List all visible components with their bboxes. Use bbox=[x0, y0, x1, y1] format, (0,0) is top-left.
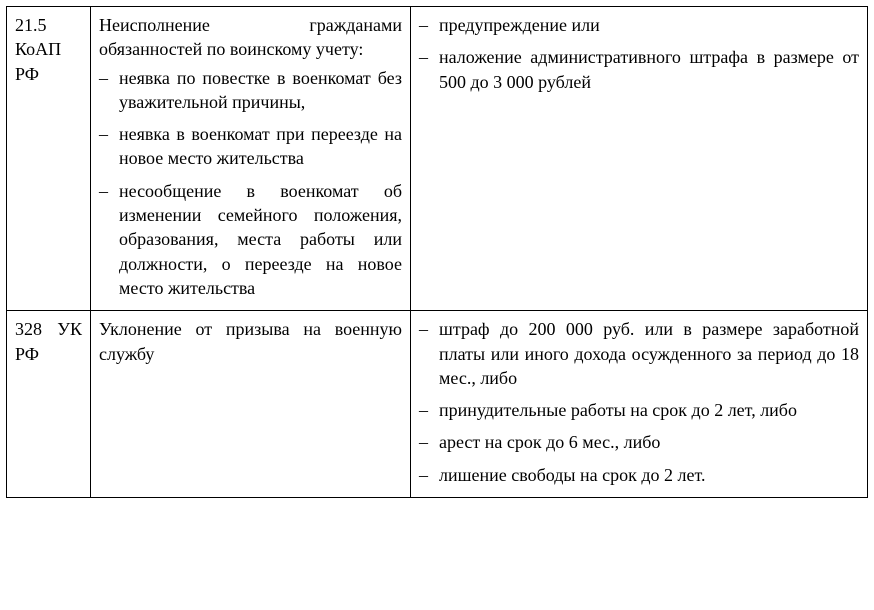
table-row: 21.5 КоАП РФ Неисполнение гражданами обя… bbox=[7, 7, 868, 311]
list-item: принудительные работы на срок до 2 лет, … bbox=[419, 398, 859, 422]
legal-table: 21.5 КоАП РФ Неисполнение гражданами обя… bbox=[6, 6, 868, 498]
sanction-list: предупреждение или наложение администрат… bbox=[419, 13, 859, 94]
code-cell: 21.5 КоАП РФ bbox=[7, 7, 91, 311]
code-cell: 328 УК РФ bbox=[7, 311, 91, 498]
violation-list: неявка по повестке в военкомат без уважи… bbox=[99, 66, 402, 301]
violation-cell: Неисполнение гражданами обязанностей по … bbox=[91, 7, 411, 311]
list-item: лишение свободы на срок до 2 лет. bbox=[419, 463, 859, 487]
table-row: 328 УК РФ Уклонение от призыва на военну… bbox=[7, 311, 868, 498]
violation-cell: Уклонение от призыва на военную службу bbox=[91, 311, 411, 498]
violation-title: Уклонение от призыва на военную службу bbox=[99, 317, 402, 366]
list-item: арест на срок до 6 мес., либо bbox=[419, 430, 859, 454]
article-code: 21.5 КоАП РФ bbox=[15, 13, 82, 86]
list-item: несообщение в военкомат об изменении сем… bbox=[99, 179, 402, 300]
violation-title: Неисполнение гражданами обязанностей по … bbox=[99, 13, 402, 62]
list-item: предупреждение или bbox=[419, 13, 859, 37]
list-item: наложение административного штрафа в раз… bbox=[419, 45, 859, 94]
sanction-list: штраф до 200 000 руб. или в размере зара… bbox=[419, 317, 859, 487]
list-item: неявка в военкомат при переезде на новое… bbox=[99, 122, 402, 171]
sanction-cell: предупреждение или наложение администрат… bbox=[411, 7, 868, 311]
list-item: штраф до 200 000 руб. или в размере зара… bbox=[419, 317, 859, 390]
article-code: 328 УК РФ bbox=[15, 317, 82, 366]
sanction-cell: штраф до 200 000 руб. или в размере зара… bbox=[411, 311, 868, 498]
list-item: неявка по повестке в военкомат без уважи… bbox=[99, 66, 402, 115]
